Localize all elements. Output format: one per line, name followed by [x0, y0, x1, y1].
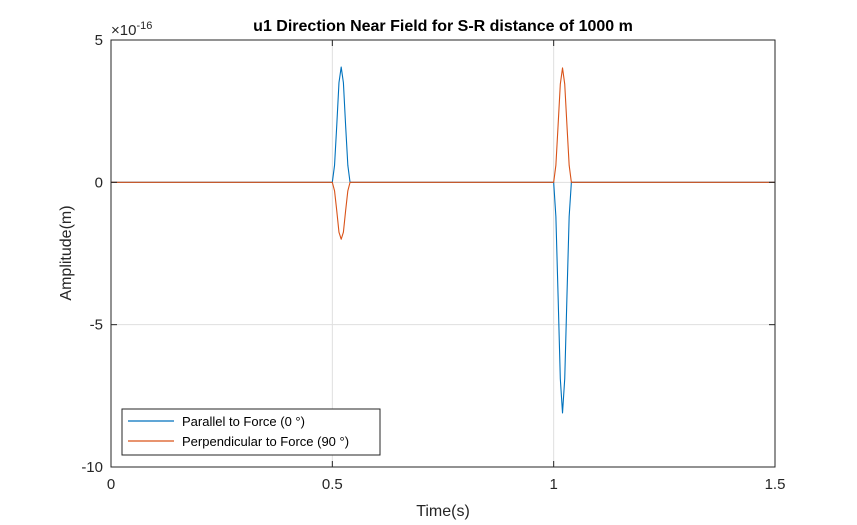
chart-title: u1 Direction Near Field for S-R distance… [253, 18, 633, 35]
axes-background [111, 40, 775, 467]
axes-box [110, 39, 776, 468]
legend-box [121, 408, 381, 456]
y-tick-label: -10 [81, 459, 103, 476]
y-tick-label: -5 [90, 317, 103, 334]
legend-label-2: Perpendicular to Force (90 °) [182, 434, 349, 449]
y-tick-label: 0 [95, 174, 103, 191]
y-tick-label: 5 [95, 32, 103, 49]
x-tick-label: 0 [107, 476, 115, 493]
legend-label-1: Parallel to Force (0 °) [182, 414, 305, 429]
tick-marks [110, 39, 776, 468]
series-layer [111, 66, 775, 414]
x-tick-label: 1 [549, 476, 557, 493]
y-exponent: ×10-16 [111, 20, 152, 39]
y-tick-labels: -10 -5 0 5 [81, 32, 103, 476]
x-tick-label: 1.5 [765, 476, 786, 493]
x-axis-label: Time(s) [416, 503, 470, 520]
series-line-2 [111, 67, 775, 240]
y-exponent-power: -16 [136, 20, 152, 32]
x-tick-labels: 0 0.5 1 1.5 [107, 476, 786, 493]
y-axis-label: Amplitude(m) [58, 205, 75, 300]
x-tick-label: 0.5 [322, 476, 343, 493]
legend: Parallel to Force (0 °) Perpendicular to … [121, 408, 381, 456]
y-exponent-base: ×10 [111, 22, 136, 39]
